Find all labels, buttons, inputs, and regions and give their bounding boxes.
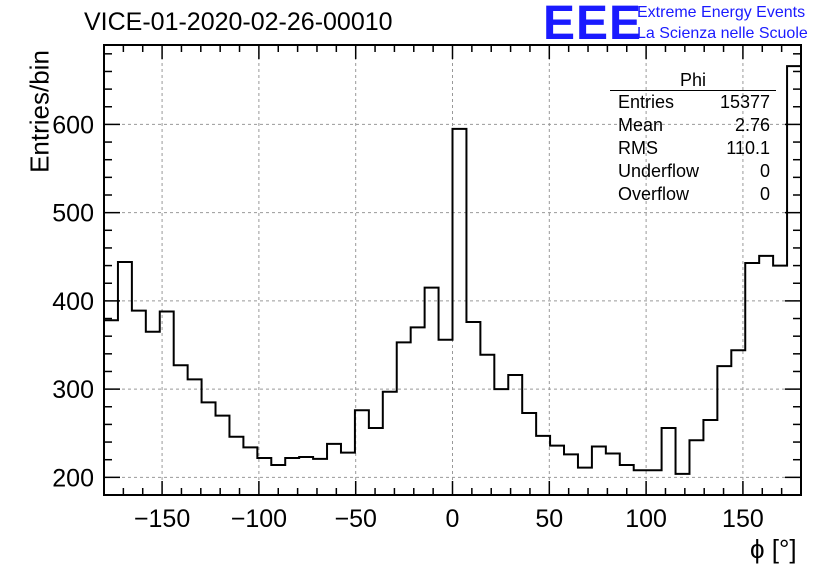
stats-label: Overflow <box>618 184 690 204</box>
y-tick-label: 400 <box>52 288 94 316</box>
y-tick-label: 500 <box>52 200 94 228</box>
axis-ticks <box>103 45 802 496</box>
eee-logo: EEE <box>543 0 643 50</box>
y-axis-label: Entries/bin <box>24 50 55 173</box>
stats-row-entries: Entries 15377 <box>610 91 776 114</box>
x-tick-label: 0 <box>446 505 460 533</box>
y-tick-label: 600 <box>52 111 94 139</box>
stats-value: 110.1 <box>726 138 770 158</box>
stats-value: 0 <box>759 161 770 181</box>
org-name: Extreme Energy Events <box>637 4 806 21</box>
x-axis-label: ϕ [°] <box>750 534 797 564</box>
stats-box-title: Phi <box>610 70 776 91</box>
x-tick-label: −50 <box>334 505 376 533</box>
tick-labels: −150 −100 −50 0 50 100 150 200 300 400 500 600 <box>52 111 763 533</box>
histogram-step-line <box>104 65 801 475</box>
x-tick-label: −150 <box>134 505 190 533</box>
chart-title: VICE-01-2020-02-26-00010 <box>84 8 393 36</box>
stats-label: Mean <box>618 115 664 135</box>
x-tick-label: 50 <box>535 505 563 533</box>
stats-value: 2.76 <box>734 115 770 135</box>
org-subtitle: La Scienza nelle Scuole <box>637 25 808 42</box>
x-tick-label: −100 <box>231 505 287 533</box>
stats-row-underflow: Underflow 0 <box>610 160 776 183</box>
x-tick-label: 100 <box>625 505 667 533</box>
stats-value: 0 <box>759 184 770 204</box>
stats-label: RMS <box>618 138 658 158</box>
stats-label: Underflow <box>618 161 700 181</box>
y-tick-label: 200 <box>52 464 94 492</box>
stats-value: 15377 <box>719 92 770 112</box>
stats-row-rms: RMS 110.1 <box>610 137 776 160</box>
stats-row-mean: Mean 2.76 <box>610 114 776 137</box>
x-tick-label: 150 <box>722 505 764 533</box>
stats-row-overflow: Overflow 0 <box>610 183 776 206</box>
stats-label: Entries <box>618 92 675 112</box>
stats-box: Phi Entries 15377 Mean 2.76 RMS 110.1 Under… <box>610 70 776 206</box>
y-tick-label: 300 <box>52 376 94 404</box>
